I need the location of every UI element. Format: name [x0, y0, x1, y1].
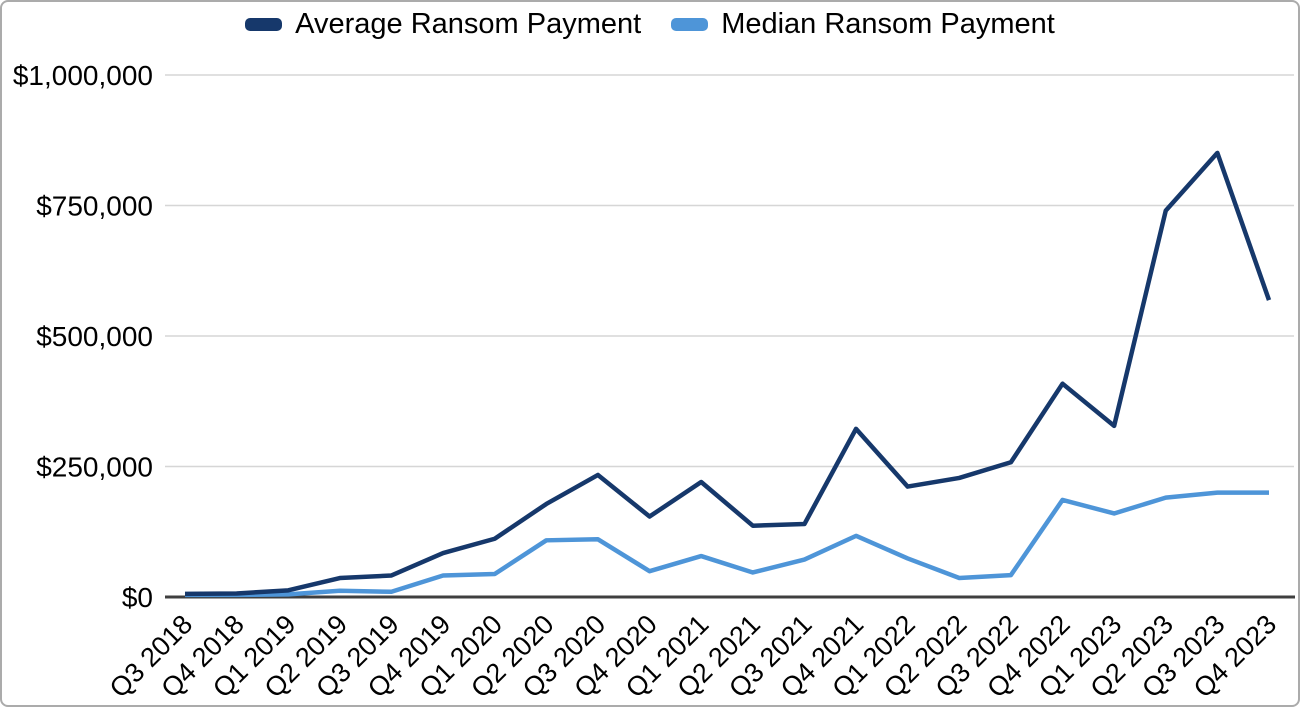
y-tick-label: $750,000	[36, 191, 153, 222]
median-ransom-line	[185, 490, 1269, 598]
average-ransom-line	[184, 150, 1272, 597]
y-tick-label: $1,000,000	[13, 60, 153, 91]
y-tick-label: $0	[122, 582, 153, 613]
y-tick-label: $250,000	[36, 452, 153, 483]
y-tick-label: $500,000	[36, 321, 153, 352]
